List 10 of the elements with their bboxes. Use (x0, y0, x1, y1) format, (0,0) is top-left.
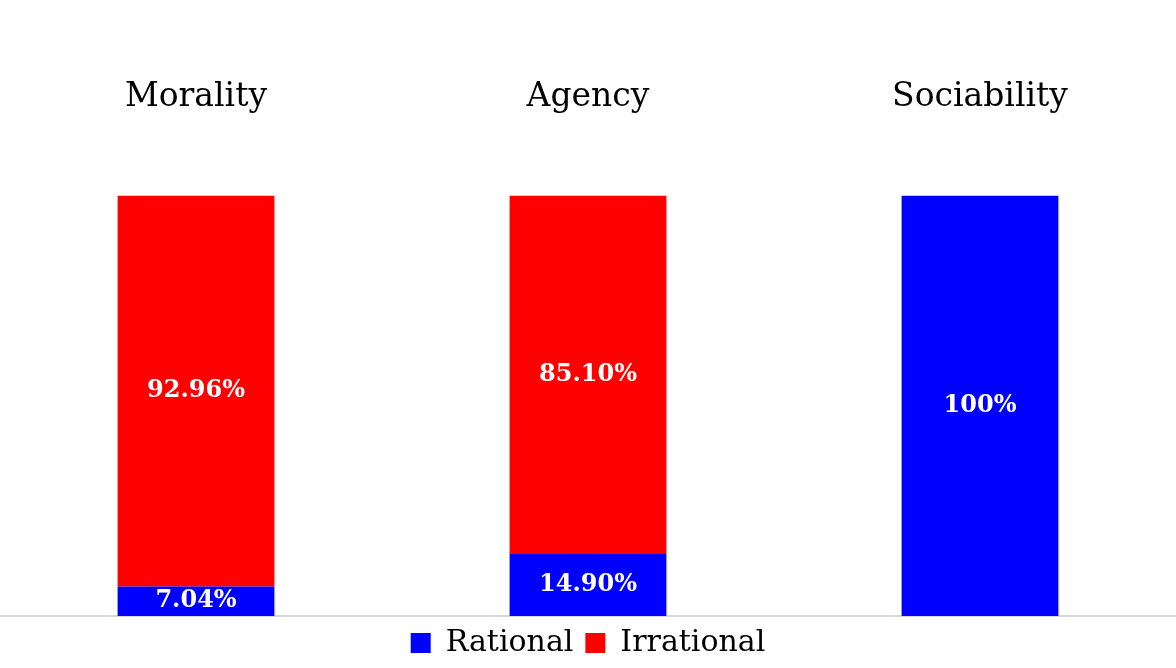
legend-label: Irrational (620, 622, 766, 658)
data-label: 85.10% (539, 357, 638, 387)
data-label: 92.96% (147, 374, 246, 404)
x-tick-label: Sociability (892, 75, 1069, 115)
data-label: 14.90% (539, 567, 638, 597)
data-label: 7.04% (155, 584, 237, 614)
legend-label: Rational (445, 622, 574, 658)
x-tick-label: Agency (525, 75, 650, 115)
data-label: 100% (943, 389, 1017, 419)
x-tick-label: Morality (124, 75, 268, 115)
